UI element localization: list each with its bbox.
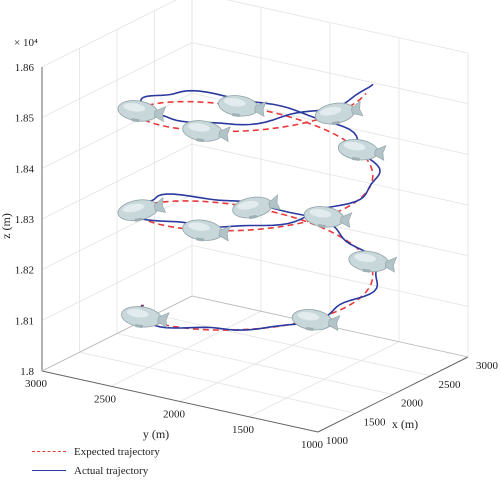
y-axis-label: y (m) [143, 427, 169, 441]
legend: Expected trajectory Actual trajectory [32, 442, 160, 480]
grid-line [179, 326, 331, 402]
airship-markers [117, 95, 398, 331]
y-tick-label: 1500 [232, 424, 255, 436]
x-tick-label: 1500 [364, 416, 387, 428]
airship-highlight [297, 311, 320, 321]
y-tick-label: 1000 [301, 439, 324, 451]
legend-label-expected: Expected trajectory [74, 445, 160, 458]
airship-fin [374, 144, 387, 161]
axis-grid [41, 0, 469, 433]
airship-fin [153, 196, 167, 213]
airship-highlight [354, 253, 377, 263]
y-tick-label: 3000 [25, 378, 48, 390]
airship-gondola [249, 215, 258, 220]
airship-highlight [188, 123, 210, 132]
airship-fin [384, 256, 398, 273]
grid-line [248, 341, 400, 418]
airship-icon [291, 309, 341, 331]
axis-line-x [317, 356, 469, 433]
airship-fin [218, 126, 231, 143]
airship-fin [157, 312, 170, 329]
y-tick-label: 2500 [94, 393, 117, 405]
airship-gondola [134, 217, 143, 222]
airship-fin [268, 194, 281, 211]
airship-icon [121, 306, 170, 329]
airship-highlight [223, 98, 246, 107]
airship-icon [348, 250, 398, 273]
grid-line [226, 0, 469, 54]
grid-line [110, 310, 262, 387]
x-tick-label: 3000 [476, 360, 499, 372]
airship-gondola [331, 121, 340, 126]
grid-line [41, 143, 193, 220]
airship-icon [117, 196, 167, 222]
airship-highlight [123, 103, 146, 112]
legend-item-actual: Actual trajectory [32, 461, 160, 480]
airship-icon [314, 100, 364, 126]
z-tick-label: 1.83 [15, 214, 35, 226]
x-axis-label: x (m) [392, 417, 418, 431]
airship-gondola [362, 268, 371, 273]
z-exponent-label: × 10⁴ [14, 37, 38, 49]
airship-gondola [196, 138, 205, 143]
grid-line [41, 92, 193, 169]
airship-fin [340, 212, 353, 229]
airship-gondola [317, 224, 326, 228]
airship-icon [232, 194, 281, 220]
x-tick-label: 2500 [439, 379, 462, 391]
x-tick-label: 2000 [401, 398, 424, 410]
airship-fin [218, 225, 231, 242]
grid-line [191, 244, 469, 307]
z-tick-label: 1.8 [20, 366, 34, 378]
airship-gondola [351, 157, 360, 161]
airship-fin [328, 314, 341, 331]
z-tick-label: 1.85 [15, 113, 35, 125]
box-edge [191, 295, 469, 358]
airship-highlight [188, 222, 210, 231]
airship-highlight [343, 141, 366, 151]
airship-icon [303, 206, 353, 229]
z-tick-label: 1.82 [15, 265, 34, 277]
grid-line [41, 244, 193, 321]
grid-line [41, 42, 193, 119]
airship-highlight [122, 203, 145, 213]
airship-highlight [126, 309, 149, 318]
airship-highlight [237, 200, 259, 210]
legend-swatch-actual [32, 470, 66, 471]
grid-line [41, 194, 193, 271]
airship-gondola [131, 118, 140, 123]
airship-gondola [231, 113, 241, 117]
airship-fin [351, 100, 364, 117]
z-tick-label: 1.81 [15, 315, 34, 327]
airship-highlight [319, 106, 342, 116]
airship-icon [182, 219, 231, 242]
airship-fin [254, 101, 267, 118]
airship-gondola [134, 324, 144, 328]
legend-swatch-expected [32, 451, 66, 452]
airship-icon [182, 120, 231, 143]
y-tick-label: 2000 [163, 409, 186, 421]
airship-icon [218, 95, 267, 118]
grid-line [41, 0, 177, 68]
z-tick-label: 1.84 [15, 163, 35, 175]
grid-line [191, 42, 469, 105]
axis-ticks: 1000 1500 2000 2500 3000 1000 1500 2000 2500 3000… [15, 62, 499, 451]
legend-label-actual: Actual trajectory [74, 464, 149, 477]
z-tick-label: 1.86 [15, 62, 35, 74]
legend-item-expected: Expected trajectory [32, 442, 160, 461]
airship-gondola [305, 327, 314, 331]
axis-line-y [41, 370, 319, 433]
airship-icon [117, 100, 167, 123]
x-tick-label: 1000 [326, 435, 349, 447]
airship-gondola [196, 237, 205, 242]
grid-line [191, 143, 469, 206]
airship-highlight [309, 209, 332, 218]
box-edge [41, 295, 193, 372]
z-axis-label: z (m) [0, 213, 13, 239]
airship-fin [153, 106, 167, 123]
airship-icon [337, 139, 387, 161]
